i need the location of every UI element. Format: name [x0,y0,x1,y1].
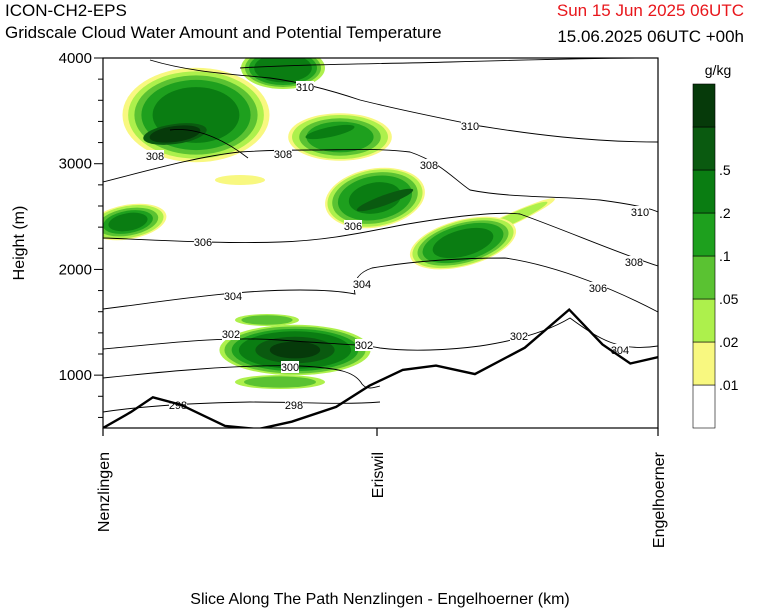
isentrope-label: 300 [281,362,299,374]
isentrope-308 [103,149,658,213]
cloud-water-cell [356,188,414,212]
cloud-water-cell [325,167,425,229]
model-name: ICON-CH2-EPS [5,1,127,20]
colorbar-segment [692,298,716,343]
isentrope-label: 306 [194,237,212,249]
colorbar-legend: .01 .02 .05 .1 .2 .5 [692,83,739,429]
isentrope-label: 308 [625,257,643,269]
x-location-label: Nenzlingen [96,452,113,532]
isentrope-label: 304 [353,279,371,291]
isentrope-label: 302 [355,340,373,352]
isentrope-310 [149,59,658,143]
cloud-water-cell [288,113,392,161]
colorbar-segment [692,384,716,429]
x-location-label: Engelhoerner [651,451,668,548]
isentrope-label: 308 [420,160,438,172]
colorbar-segment [692,126,716,171]
x-axis: Nenzlingen Eriswil Engelhoerner [96,428,668,548]
cloud-water-cell [241,58,325,89]
chart-title: Gridscale Cloud Water Amount and Potenti… [5,23,442,42]
valid-time: Sun 15 Jun 2025 06UTC [556,1,744,20]
colorbar-level-label: .02 [719,334,739,350]
isentrope-label: 298 [285,400,303,412]
colorbar-level-label: .1 [719,248,731,264]
isentrope-label: 310 [461,121,479,133]
isentrope-label: 302 [510,331,528,343]
colorbar-segment [692,341,716,386]
terrain-profile [103,307,658,428]
isentrope-label: 306 [589,283,607,295]
isentrope-label: 308 [274,149,292,161]
colorbar-segment [692,83,716,128]
colorbar-level-label: .01 [719,377,739,393]
cloud-water-cell [305,124,355,140]
isentrope-308b [169,128,249,159]
cloud-water-cell [122,67,270,163]
isentrope-label: 304 [224,291,242,303]
y-tick-label: 4000 [59,50,92,67]
isentrope-label: 310 [631,207,649,219]
y-axis: 1000 2000 3000 4000 [59,50,103,418]
cloud-water-cell [409,216,517,270]
isentrope-label: 306 [344,221,362,233]
colorbar-level-label: .05 [719,291,739,307]
y-tick-label: 1000 [59,367,92,384]
cloud-water-cell [235,314,299,326]
run-info: 15.06.2025 06UTC +00h [557,27,744,46]
colorbar-unit: g/kg [705,62,731,78]
isentrope-label: 302 [222,329,240,341]
y-axis-title: Height (m) [11,206,28,281]
y-tick-label: 3000 [59,156,92,173]
colorbar-segment [692,212,716,257]
colorbar-segment [692,255,716,300]
cloud-water-cell [235,375,325,389]
colorbar-level-label: .2 [719,205,731,221]
isentrope-302 [103,317,658,351]
colorbar-level-label: .5 [719,162,731,178]
x-location-label: Eriswil [370,452,387,498]
colorbar-segment [692,169,716,214]
cloud-water-shading [103,58,555,389]
isentrope-label: 310 [296,82,314,94]
y-tick-label: 2000 [59,261,92,278]
isentrope-304 [103,257,658,313]
cloud-water-cell [215,175,265,185]
isentrope-label: 308 [146,151,164,163]
plot-frame [102,57,659,429]
cloud-water-cell [103,203,167,241]
x-axis-title: Slice Along The Path Nenzlingen - Engelh… [190,591,569,608]
